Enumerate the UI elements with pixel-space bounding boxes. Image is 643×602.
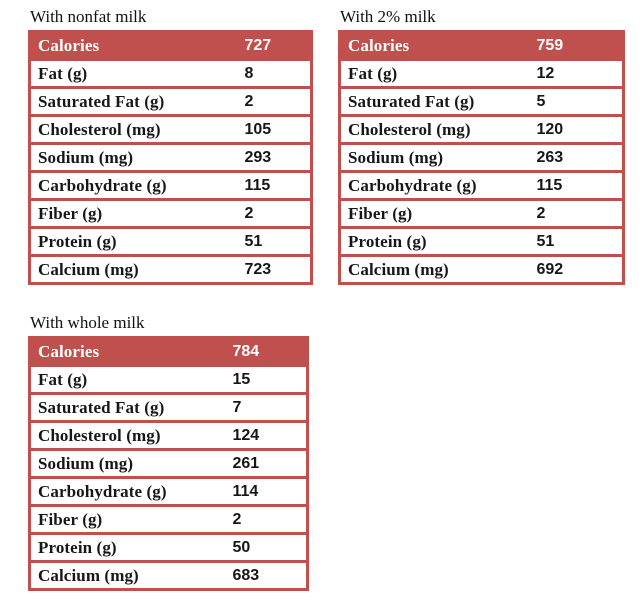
header-label: Calories bbox=[339, 31, 530, 60]
nutrition-panel-two-percent-milk: With 2% milk Calories 759 Fat (g) 12 Sat… bbox=[338, 6, 625, 285]
row-value: 5 bbox=[529, 86, 624, 116]
row-value: 120 bbox=[529, 114, 624, 144]
row-value: 115 bbox=[529, 170, 624, 200]
table-row: Saturated Fat (g) 7 bbox=[29, 392, 308, 422]
row-label: Carbohydrate (g) bbox=[29, 170, 238, 200]
row-value: 8 bbox=[237, 58, 312, 88]
row-value: 723 bbox=[237, 254, 312, 284]
table-row: Calcium (mg) 723 bbox=[29, 254, 312, 284]
table-row: Fat (g) 12 bbox=[339, 58, 624, 88]
table-row: Calcium (mg) 683 bbox=[29, 560, 308, 590]
row-label: Carbohydrate (g) bbox=[339, 170, 530, 200]
row-value: 50 bbox=[225, 532, 308, 562]
table-row: Protein (g) 51 bbox=[339, 226, 624, 256]
row-label: Fat (g) bbox=[339, 58, 530, 88]
table-row: Fiber (g) 2 bbox=[339, 198, 624, 228]
row-label: Cholesterol (mg) bbox=[339, 114, 530, 144]
nutrition-panel-whole-milk: With whole milk Calories 784 Fat (g) 15 … bbox=[28, 312, 309, 591]
header-value: 759 bbox=[529, 31, 624, 60]
row-label: Calcium (mg) bbox=[29, 254, 238, 284]
header-value: 727 bbox=[237, 31, 312, 60]
row-label: Fiber (g) bbox=[29, 504, 226, 534]
table-row: Fat (g) 8 bbox=[29, 58, 312, 88]
row-label: Saturated Fat (g) bbox=[339, 86, 530, 116]
row-value: 261 bbox=[225, 448, 308, 478]
table-row: Fiber (g) 2 bbox=[29, 504, 308, 534]
row-value: 51 bbox=[529, 226, 624, 256]
header-label: Calories bbox=[29, 31, 238, 60]
row-label: Carbohydrate (g) bbox=[29, 476, 226, 506]
table-row: Carbohydrate (g) 115 bbox=[339, 170, 624, 200]
table-row: Carbohydrate (g) 115 bbox=[29, 170, 312, 200]
row-value: 7 bbox=[225, 392, 308, 422]
row-value: 114 bbox=[225, 476, 308, 506]
panel-title-two-percent-milk: With 2% milk bbox=[340, 7, 436, 26]
row-value: 2 bbox=[237, 198, 312, 228]
table-row: Calcium (mg) 692 bbox=[339, 254, 624, 284]
nutrition-table-two-percent-milk: Calories 759 Fat (g) 12 Saturated Fat (g… bbox=[338, 30, 625, 285]
row-value: 692 bbox=[529, 254, 624, 284]
panel-title-whole-milk: With whole milk bbox=[30, 313, 145, 332]
row-label: Calcium (mg) bbox=[29, 560, 226, 590]
table-header-row: Calories 759 bbox=[339, 31, 624, 60]
header-label: Calories bbox=[29, 337, 226, 366]
row-label: Protein (g) bbox=[339, 226, 530, 256]
row-value: 2 bbox=[529, 198, 624, 228]
row-value: 51 bbox=[237, 226, 312, 256]
row-label: Saturated Fat (g) bbox=[29, 392, 226, 422]
row-value: 15 bbox=[225, 364, 308, 394]
table-header-row: Calories 727 bbox=[29, 31, 312, 60]
row-value: 105 bbox=[237, 114, 312, 144]
row-label: Saturated Fat (g) bbox=[29, 86, 238, 116]
table-row: Cholesterol (mg) 105 bbox=[29, 114, 312, 144]
row-label: Sodium (mg) bbox=[29, 142, 238, 172]
row-label: Protein (g) bbox=[29, 532, 226, 562]
table-row: Carbohydrate (g) 114 bbox=[29, 476, 308, 506]
row-label: Cholesterol (mg) bbox=[29, 114, 238, 144]
row-label: Cholesterol (mg) bbox=[29, 420, 226, 450]
table-row: Fiber (g) 2 bbox=[29, 198, 312, 228]
table-row: Protein (g) 51 bbox=[29, 226, 312, 256]
row-value: 293 bbox=[237, 142, 312, 172]
panel-title-nonfat-milk: With nonfat milk bbox=[30, 7, 147, 26]
row-label: Fat (g) bbox=[29, 364, 226, 394]
row-label: Sodium (mg) bbox=[29, 448, 226, 478]
row-label: Fiber (g) bbox=[29, 198, 238, 228]
row-label: Protein (g) bbox=[29, 226, 238, 256]
table-row: Sodium (mg) 261 bbox=[29, 448, 308, 478]
table-header-row: Calories 784 bbox=[29, 337, 308, 366]
row-label: Sodium (mg) bbox=[339, 142, 530, 172]
table-row: Sodium (mg) 293 bbox=[29, 142, 312, 172]
row-value: 683 bbox=[225, 560, 308, 590]
row-value: 12 bbox=[529, 58, 624, 88]
nutrition-table-nonfat-milk: Calories 727 Fat (g) 8 Saturated Fat (g)… bbox=[28, 30, 313, 285]
table-row: Saturated Fat (g) 2 bbox=[29, 86, 312, 116]
row-value: 115 bbox=[237, 170, 312, 200]
table-row: Sodium (mg) 263 bbox=[339, 142, 624, 172]
nutrition-panel-nonfat-milk: With nonfat milk Calories 727 Fat (g) 8 … bbox=[28, 6, 313, 285]
row-label: Fat (g) bbox=[29, 58, 238, 88]
row-label: Calcium (mg) bbox=[339, 254, 530, 284]
row-value: 124 bbox=[225, 420, 308, 450]
table-row: Cholesterol (mg) 124 bbox=[29, 420, 308, 450]
row-value: 2 bbox=[237, 86, 312, 116]
row-value: 263 bbox=[529, 142, 624, 172]
table-row: Saturated Fat (g) 5 bbox=[339, 86, 624, 116]
row-value: 2 bbox=[225, 504, 308, 534]
table-row: Cholesterol (mg) 120 bbox=[339, 114, 624, 144]
table-row: Fat (g) 15 bbox=[29, 364, 308, 394]
nutrition-table-whole-milk: Calories 784 Fat (g) 15 Saturated Fat (g… bbox=[28, 336, 309, 591]
table-row: Protein (g) 50 bbox=[29, 532, 308, 562]
row-label: Fiber (g) bbox=[339, 198, 530, 228]
header-value: 784 bbox=[225, 337, 308, 366]
